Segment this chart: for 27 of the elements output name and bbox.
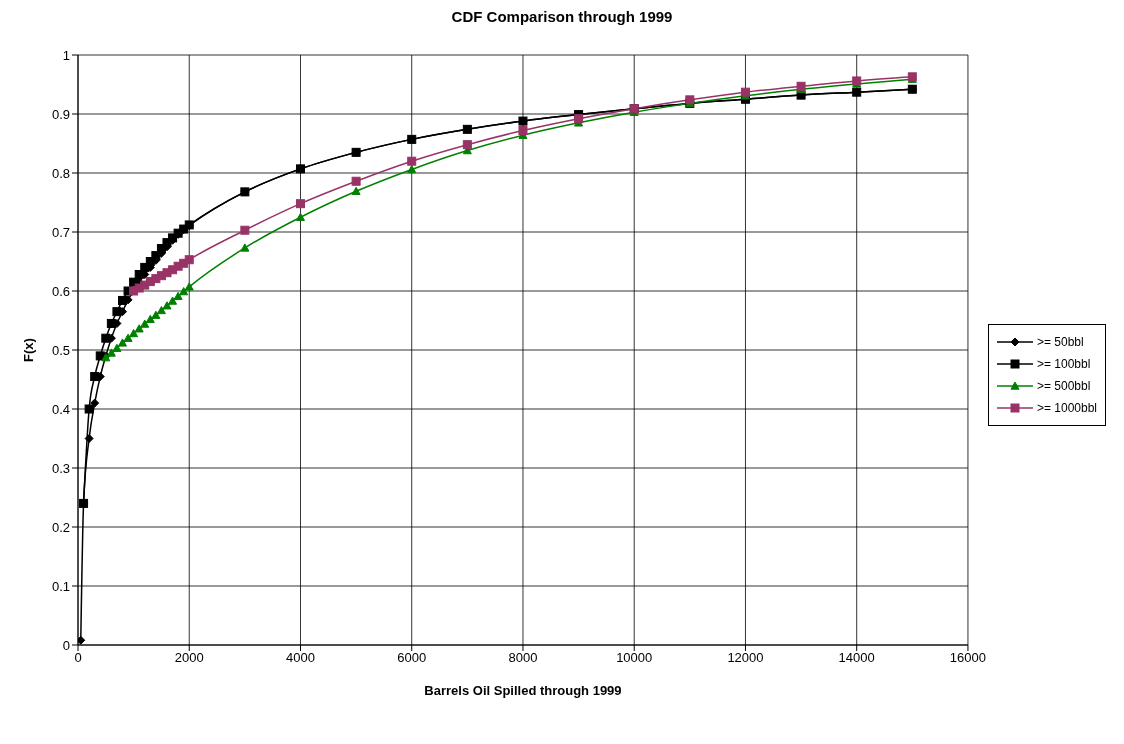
chart-title: CDF Comparison through 1999 (450, 8, 674, 25)
y-tick-label: 0.4 (51, 401, 70, 417)
x-tick-label: 14000 (838, 650, 875, 666)
x-tick-label: 8000 (508, 650, 538, 666)
legend-label: >= 1000bbl (1036, 401, 1097, 415)
y-tick-label: 0.6 (51, 283, 70, 299)
y-axis-title: F(x) (20, 338, 36, 362)
x-tick-label: 0 (74, 650, 82, 666)
y-tick-label: 0.8 (51, 165, 70, 181)
x-tick-label: 2000 (174, 650, 204, 666)
x-axis-title: Barrels Oil Spilled through 1999 (424, 683, 622, 698)
y-tick-label: 0 (62, 637, 70, 653)
legend-label: >= 100bbl (1036, 357, 1091, 371)
y-tick-label: 0.9 (51, 106, 70, 122)
y-tick-label: 0.1 (51, 578, 70, 594)
x-tick-label: 16000 (949, 650, 987, 666)
y-tick-label: 0.5 (51, 342, 70, 358)
legend-label: >= 50bbl (1036, 335, 1084, 349)
legend-label: >= 500bbl (1036, 379, 1091, 393)
x-tick-label: 12000 (727, 650, 764, 666)
x-tick-label: 4000 (286, 650, 315, 666)
x-tick-label: 6000 (397, 650, 427, 666)
y-tick-label: 0.2 (51, 519, 70, 535)
x-tick-label: 10000 (616, 650, 653, 666)
y-tick-label: 0.3 (51, 460, 70, 476)
y-tick-label: 0.7 (51, 224, 70, 240)
y-tick-label: 1 (62, 47, 70, 63)
